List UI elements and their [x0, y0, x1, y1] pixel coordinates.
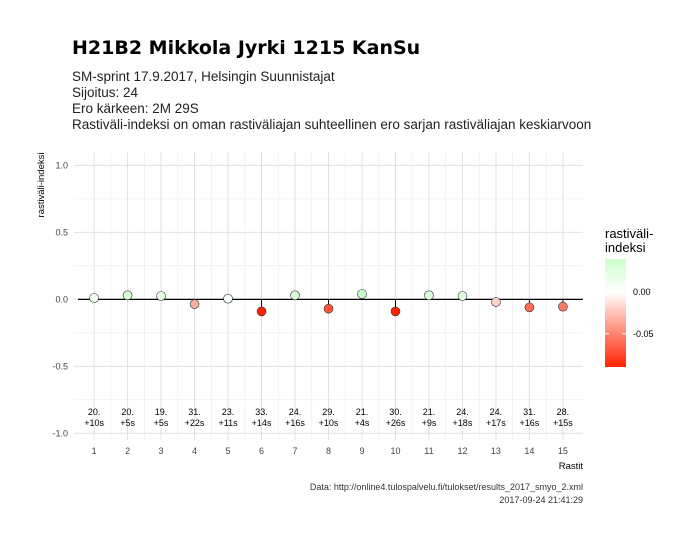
x-tick-label: 3 — [159, 446, 164, 456]
x-tick-label: 2 — [125, 446, 130, 456]
annotation-diff-12: +18s — [453, 418, 473, 428]
point-1 — [89, 293, 99, 303]
annotation-diff-11: +9s — [422, 418, 437, 428]
y-tick-label: -0.5 — [52, 361, 68, 371]
point-9 — [357, 289, 367, 299]
annotation-rank-4: 31. — [188, 407, 201, 417]
x-tick-label: 10 — [390, 446, 400, 456]
annotations: 20.+10s20.+5s19.+5s31.+22s23.+11s33.+14s… — [84, 407, 573, 428]
point-11 — [424, 290, 434, 301]
annotation-diff-8: +10s — [319, 418, 339, 428]
chart-title: H21B2 Mikkola Jyrki 1215 KanSu — [72, 37, 420, 59]
subtitle-line-4: Rastiväli-indeksi on oman rastiväliajan … — [72, 117, 591, 132]
point-7 — [290, 290, 300, 301]
point-3 — [156, 291, 166, 301]
y-tick-label: 0.5 — [55, 227, 68, 237]
x-tick-label: 9 — [359, 446, 364, 456]
annotation-diff-4: +22s — [185, 418, 205, 428]
point-2 — [122, 290, 133, 301]
annotation-rank-7: 24. — [289, 407, 302, 417]
annotation-rank-14: 31. — [523, 407, 536, 417]
point-6 — [256, 306, 267, 317]
point-10 — [390, 306, 401, 317]
subtitle-line-2: Sijoitus: 24 — [72, 85, 139, 100]
annotation-diff-5: +11s — [218, 418, 238, 428]
annotation-rank-15: 28. — [557, 407, 570, 417]
annotation-rank-2: 20. — [121, 407, 134, 417]
subtitle-line-1: SM-sprint 17.9.2017, Helsingin Suunnista… — [72, 69, 335, 84]
point-14 — [524, 302, 535, 313]
annotation-diff-6: +14s — [252, 418, 272, 428]
grid — [74, 152, 583, 440]
annotation-rank-5: 23. — [222, 407, 235, 417]
subtitle-line-3: Ero kärkeen: 2M 29S — [72, 101, 199, 116]
y-tick-label: 1.0 — [55, 160, 68, 170]
x-tick-label: 8 — [326, 446, 331, 456]
annotation-diff-1: +10s — [84, 418, 104, 428]
annotation-rank-3: 19. — [155, 407, 168, 417]
annotation-rank-8: 29. — [322, 407, 335, 417]
y-tick-label: 0.0 — [55, 294, 68, 304]
legend-title-line-2: indeksi — [605, 240, 646, 255]
x-tick-label: 12 — [457, 446, 467, 456]
point-8 — [323, 303, 334, 314]
annotation-diff-10: +26s — [386, 418, 406, 428]
point-15 — [558, 301, 568, 312]
legend-label: -0.05 — [633, 329, 654, 339]
annotation-rank-6: 33. — [255, 407, 268, 417]
annotation-rank-12: 24. — [456, 407, 469, 417]
x-tick-label: 7 — [293, 446, 298, 456]
points — [89, 289, 568, 317]
y-axis-label: rastiväli-indeksi — [36, 153, 47, 218]
annotation-diff-7: +16s — [285, 418, 305, 428]
legend-title-line-1: rastiväli- — [605, 226, 653, 241]
annotation-rank-11: 21. — [423, 407, 436, 417]
y-tick-labels: 1.0 0.5 0.0 -0.5 -1.0 — [52, 160, 68, 438]
y-tick-label: -1.0 — [52, 428, 68, 438]
annotation-diff-2: +5s — [120, 418, 135, 428]
x-tick-label: 11 — [424, 446, 433, 456]
annotation-diff-9: +4s — [355, 418, 370, 428]
x-tick-label: 5 — [226, 446, 231, 456]
annotation-rank-13: 24. — [490, 407, 503, 417]
x-tick-label: 1 — [92, 446, 97, 456]
x-tick-labels: 1 2 3 4 5 6 7 8 9 10 11 12 13 14 15 — [92, 446, 568, 456]
annotation-rank-1: 20. — [88, 407, 101, 417]
annotation-diff-13: +17s — [486, 418, 506, 428]
legend-ticks: 0.00 -0.05 — [605, 287, 654, 339]
point-12 — [457, 291, 468, 301]
annotation-diff-15: +15s — [553, 418, 573, 428]
point-13 — [491, 297, 501, 307]
x-tick-label: 6 — [259, 446, 264, 456]
x-tick-label: 4 — [192, 446, 197, 456]
point-5 — [223, 293, 233, 304]
annotation-rank-10: 30. — [389, 407, 402, 417]
legend-colorbar — [605, 259, 626, 367]
x-tick-label: 13 — [491, 446, 501, 456]
annotation-diff-3: +5s — [154, 418, 169, 428]
annotation-rank-9: 21. — [356, 407, 369, 417]
timestamp: 2017-09-24 21:41:29 — [499, 495, 583, 505]
point-4 — [189, 299, 200, 309]
annotation-diff-14: +16s — [520, 418, 540, 428]
legend-label: 0.00 — [633, 287, 651, 297]
x-tick-label: 14 — [524, 446, 534, 456]
source-note: Data: http://online4.tulospalvelu.fi/tul… — [310, 482, 583, 492]
x-tick-label: 15 — [558, 446, 568, 456]
x-axis-label: Rastit — [559, 461, 584, 472]
